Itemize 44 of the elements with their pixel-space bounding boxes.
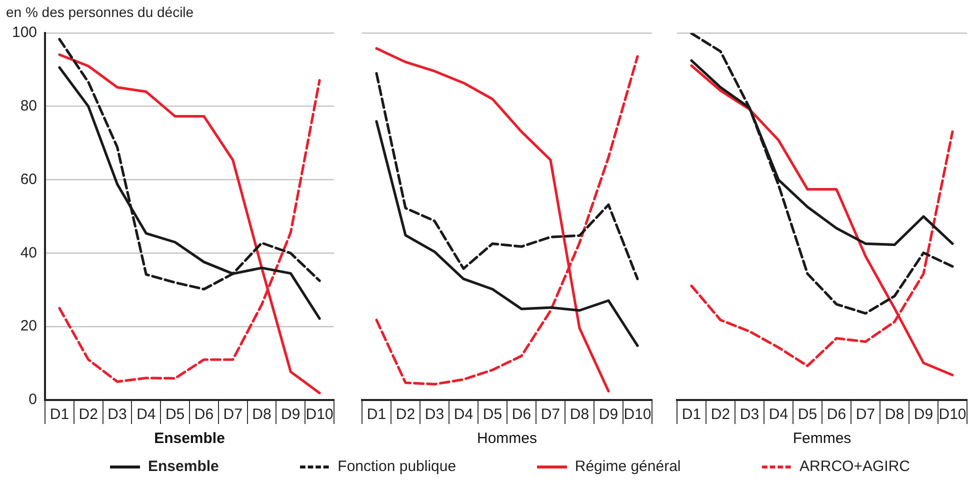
legend-label: Régime général [574,458,681,475]
x-tick-label: D5 [165,406,185,424]
y-tick-label: 40 [20,244,38,262]
x-tick-label: D7 [223,406,242,424]
x-tick-label: D4 [454,406,474,424]
x-tick-label: D1 [366,406,386,424]
x-tick-label: D2 [396,406,416,424]
legend-label: Fonction publique [338,458,456,475]
x-tick-label: D3 [424,406,444,424]
x-tick-label: D10 [938,406,966,424]
x-tick-label: D8 [252,406,272,424]
x-tick-label: D9 [914,406,934,424]
x-tick-label: D9 [598,406,618,424]
x-tick-label: D6 [826,406,846,424]
x-tick-label: D8 [884,406,904,424]
y-tick-label: 100 [12,24,38,42]
x-tick-label: D2 [710,406,730,424]
x-tick-label: D9 [281,406,300,424]
legend-label: Ensemble [148,458,219,475]
x-tick-label: D4 [136,406,156,424]
y-tick-label: 60 [20,170,38,188]
x-tick-label: D5 [798,406,818,424]
x-tick-label: D10 [306,406,334,424]
x-tick-label: D10 [624,406,652,424]
x-tick-label: D6 [512,406,532,424]
x-tick-label: D1 [50,406,70,424]
y-tick-label: 80 [20,98,38,115]
legend-label: ARRCO+AGIRC [800,458,910,475]
x-tick-label: D8 [570,406,590,424]
x-tick-label: D2 [78,406,98,424]
x-tick-label: D4 [768,406,788,424]
x-axis-title: Ensemble [154,430,225,448]
x-tick-label: D5 [482,406,502,424]
y-axis-title: en % des personnes du décile [6,4,194,20]
x-tick-label: D3 [108,406,127,424]
x-axis-title: Hommes [476,430,538,448]
x-tick-label: D1 [682,406,702,424]
x-tick-label: D6 [194,406,214,424]
y-tick-label: 20 [20,318,38,335]
x-tick-label: D7 [540,406,560,424]
x-tick-label: D7 [856,406,876,424]
x-axis-title: Femmes [792,430,852,448]
x-tick-label: D3 [740,406,760,424]
y-tick-label: 0 [28,391,38,408]
